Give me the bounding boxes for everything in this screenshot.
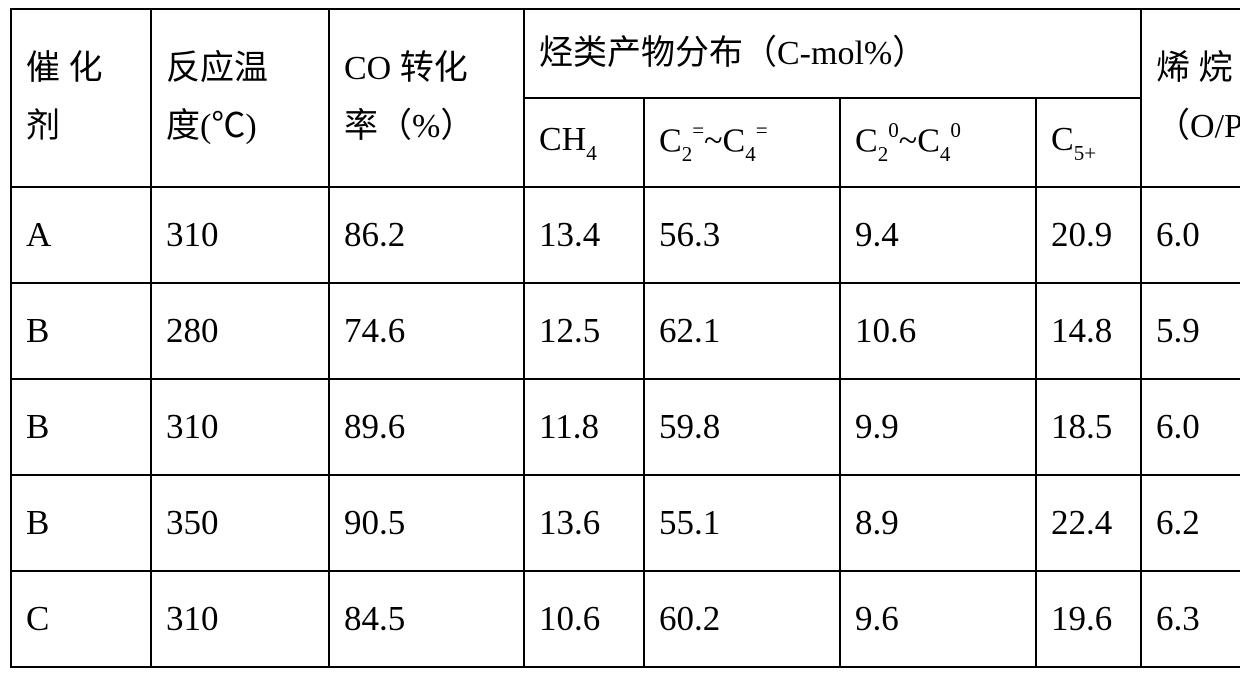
superscript: 0 [950, 118, 961, 142]
cell-catalyst: C [11, 571, 151, 667]
cell-catalyst: B [11, 475, 151, 571]
cell-c5plus: 20.9 [1036, 187, 1141, 283]
header-text: ~ [899, 122, 917, 159]
cell-c2c4-olefin: 62.1 [644, 283, 840, 379]
cell-c2c4-paraffin: 8.9 [840, 475, 1036, 571]
cell-co-conversion: 89.6 [329, 379, 524, 475]
cell-op-ratio: 6.3 [1141, 571, 1240, 667]
superscript: = [692, 118, 704, 142]
col-header-ch4: CH4 [524, 98, 644, 187]
cell-temperature: 310 [151, 379, 329, 475]
cell-temperature: 350 [151, 475, 329, 571]
col-header-c5plus: C5+ [1036, 98, 1141, 187]
header-text: （O/P） [1156, 108, 1240, 145]
cell-catalyst: A [11, 187, 151, 283]
cell-op-ratio: 6.2 [1141, 475, 1240, 571]
cell-co-conversion: 86.2 [329, 187, 524, 283]
catalyst-table-container: 催 化 剂 反应温 度(℃) CO 转化 率（%） 烃类产物分布（C-mol%）… [0, 0, 1240, 680]
header-text: 度(℃) [166, 108, 257, 145]
table-row: B 310 89.6 11.8 59.8 9.9 18.5 6.0 [11, 379, 1240, 475]
col-header-co-conversion: CO 转化 率（%） [329, 9, 524, 187]
header-text: 率（%） [344, 108, 474, 145]
cell-co-conversion: 74.6 [329, 283, 524, 379]
cell-co-conversion: 90.5 [329, 475, 524, 571]
cell-c2c4-olefin: 56.3 [644, 187, 840, 283]
cell-c2c4-olefin: 60.2 [644, 571, 840, 667]
header-text: 催 化 [26, 50, 103, 87]
table-row: C 310 84.5 10.6 60.2 9.6 19.6 6.3 [11, 571, 1240, 667]
cell-ch4: 10.6 [524, 571, 644, 667]
header-text: CO 转化 [344, 50, 468, 87]
cell-catalyst: B [11, 283, 151, 379]
cell-op-ratio: 6.0 [1141, 379, 1240, 475]
header-text: C [1051, 121, 1074, 158]
table-row: A 310 86.2 13.4 56.3 9.4 20.9 6.0 [11, 187, 1240, 283]
header-text: ~ [704, 122, 722, 159]
cell-c2c4-paraffin: 9.9 [840, 379, 1036, 475]
cell-co-conversion: 84.5 [329, 571, 524, 667]
cell-c2c4-paraffin: 10.6 [840, 283, 1036, 379]
catalyst-performance-table: 催 化 剂 反应温 度(℃) CO 转化 率（%） 烃类产物分布（C-mol%）… [10, 8, 1240, 668]
header-text: 反应温 [166, 50, 268, 87]
superscript: = [756, 118, 768, 142]
header-text: 烯 烷 比 [1156, 50, 1240, 87]
subscript: 2 [878, 142, 889, 166]
table-row: B 280 74.6 12.5 62.1 10.6 14.8 5.9 [11, 283, 1240, 379]
subscript: 4 [745, 142, 756, 166]
cell-ch4: 13.6 [524, 475, 644, 571]
cell-temperature: 310 [151, 187, 329, 283]
col-header-distribution-group: 烃类产物分布（C-mol%） [524, 9, 1141, 98]
cell-temperature: 280 [151, 283, 329, 379]
cell-c2c4-paraffin: 9.6 [840, 571, 1036, 667]
cell-c5plus: 19.6 [1036, 571, 1141, 667]
cell-ch4: 11.8 [524, 379, 644, 475]
subscript: 2 [682, 142, 693, 166]
cell-c5plus: 18.5 [1036, 379, 1141, 475]
cell-op-ratio: 6.0 [1141, 187, 1240, 283]
cell-catalyst: B [11, 379, 151, 475]
header-text: C [917, 122, 940, 159]
header-text: 剂 [26, 108, 60, 145]
cell-temperature: 310 [151, 571, 329, 667]
col-header-c2c4-paraffin: C20~C40 [840, 98, 1036, 187]
subscript: 4 [940, 142, 951, 166]
cell-c2c4-olefin: 55.1 [644, 475, 840, 571]
cell-c5plus: 22.4 [1036, 475, 1141, 571]
col-header-temperature: 反应温 度(℃) [151, 9, 329, 187]
subscript: 4 [586, 141, 597, 165]
cell-ch4: 12.5 [524, 283, 644, 379]
header-text: C [659, 122, 682, 159]
col-header-catalyst: 催 化 剂 [11, 9, 151, 187]
subscript: 5+ [1074, 141, 1096, 165]
col-header-op-ratio: 烯 烷 比 （O/P） [1141, 9, 1240, 187]
header-text: C [723, 122, 746, 159]
header-text: C [855, 122, 878, 159]
col-header-c2c4-olefin: C2=~C4= [644, 98, 840, 187]
table-body: A 310 86.2 13.4 56.3 9.4 20.9 6.0 B 280 … [11, 187, 1240, 667]
cell-op-ratio: 5.9 [1141, 283, 1240, 379]
cell-c2c4-paraffin: 9.4 [840, 187, 1036, 283]
cell-ch4: 13.4 [524, 187, 644, 283]
cell-c5plus: 14.8 [1036, 283, 1141, 379]
header-text: 烃类产物分布（C-mol%） [539, 35, 926, 72]
table-row: B 350 90.5 13.6 55.1 8.9 22.4 6.2 [11, 475, 1240, 571]
cell-c2c4-olefin: 59.8 [644, 379, 840, 475]
superscript: 0 [888, 118, 899, 142]
header-text: CH [539, 121, 586, 158]
